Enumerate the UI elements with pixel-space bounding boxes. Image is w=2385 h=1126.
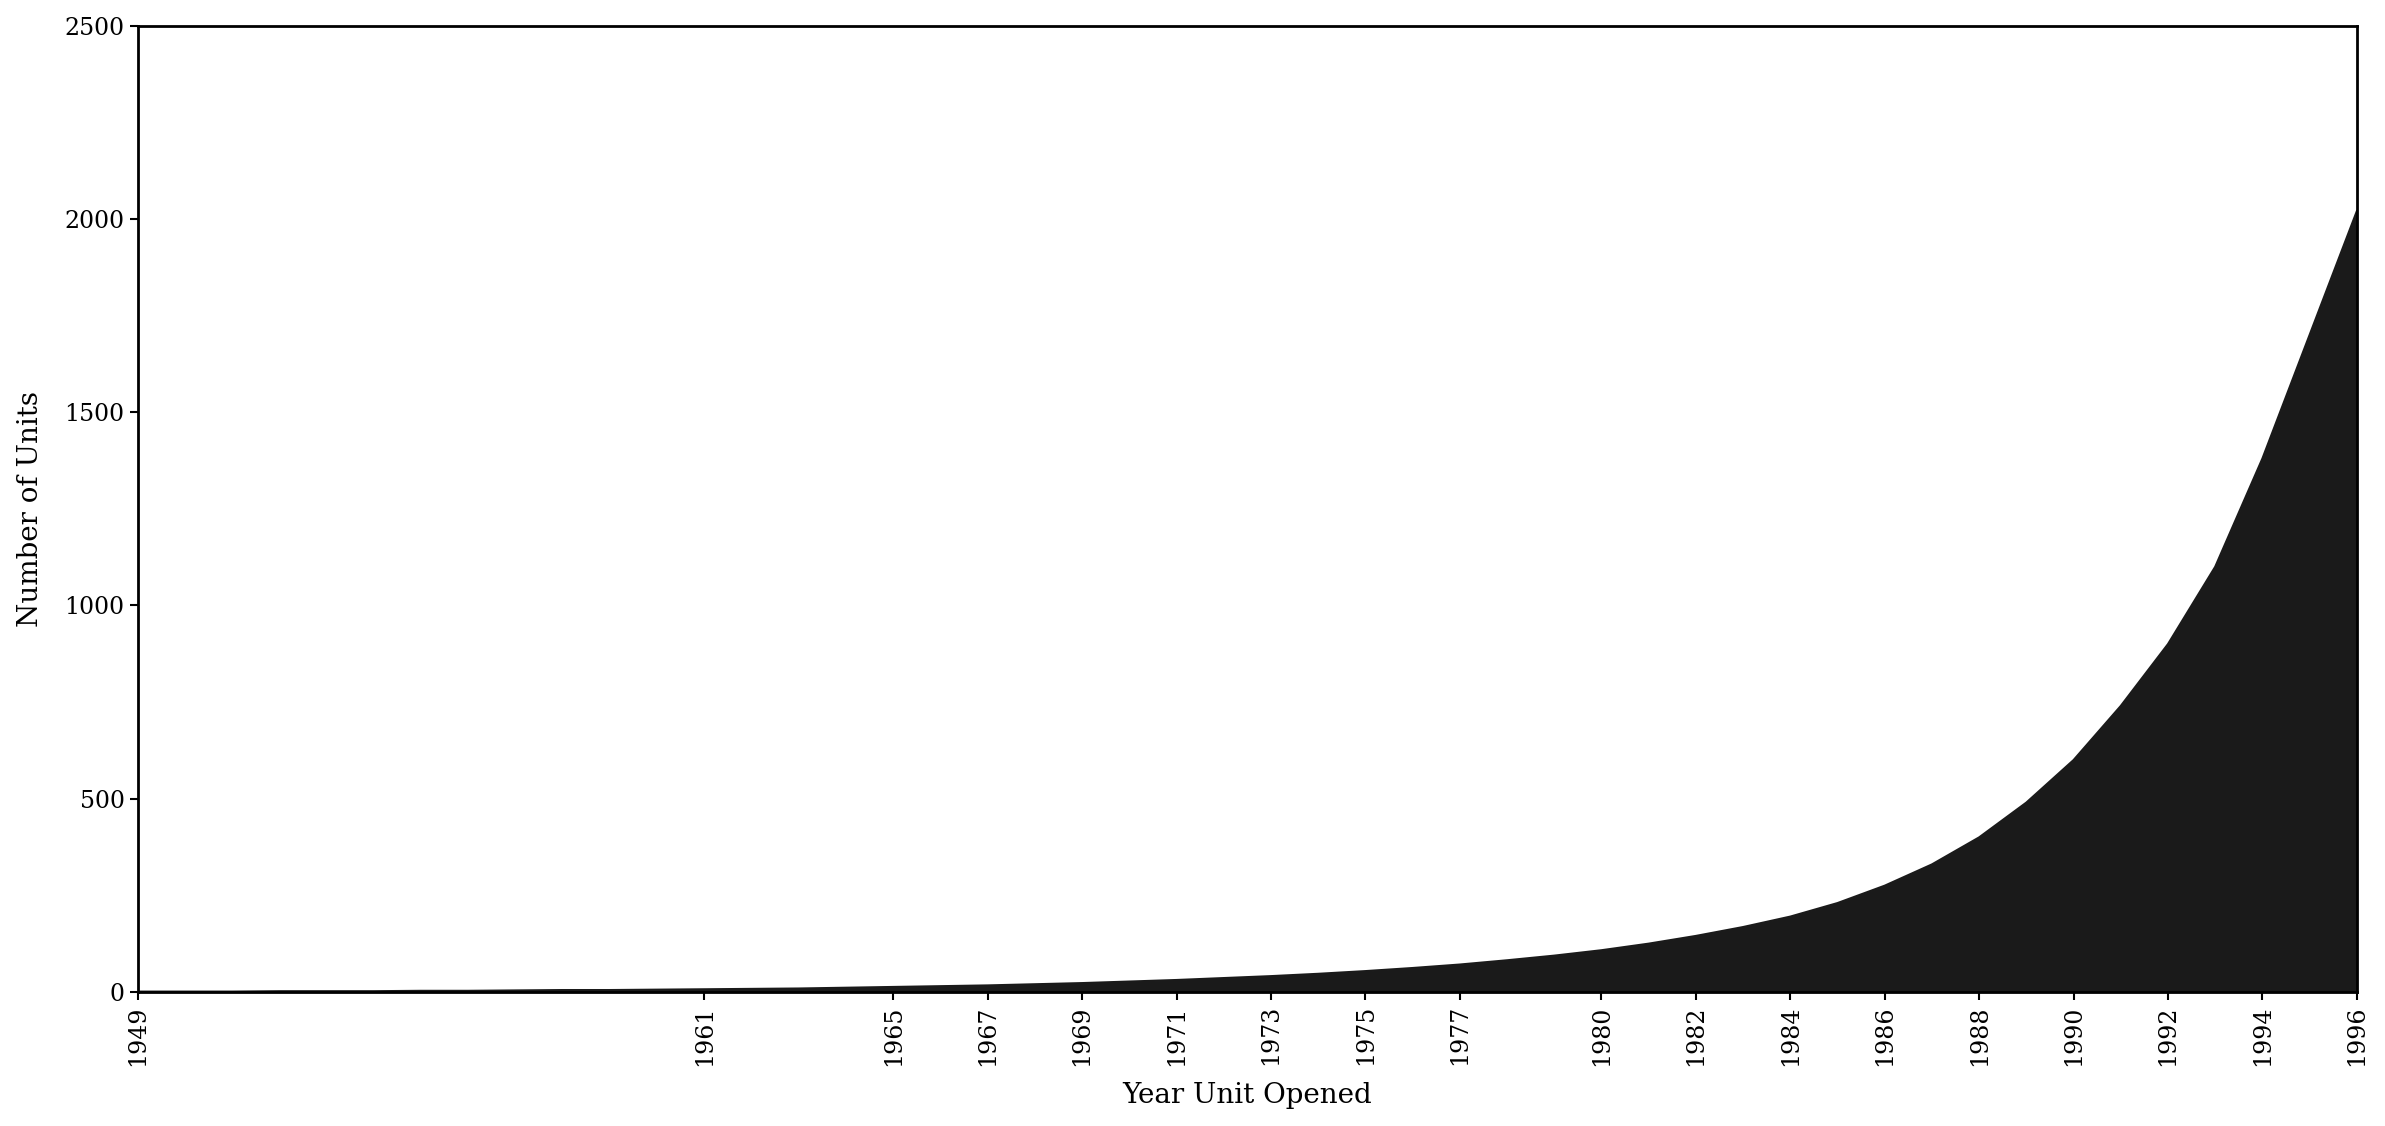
Y-axis label: Number of Units: Number of Units: [17, 391, 43, 627]
X-axis label: Year Unit Opened: Year Unit Opened: [1123, 1082, 1371, 1109]
